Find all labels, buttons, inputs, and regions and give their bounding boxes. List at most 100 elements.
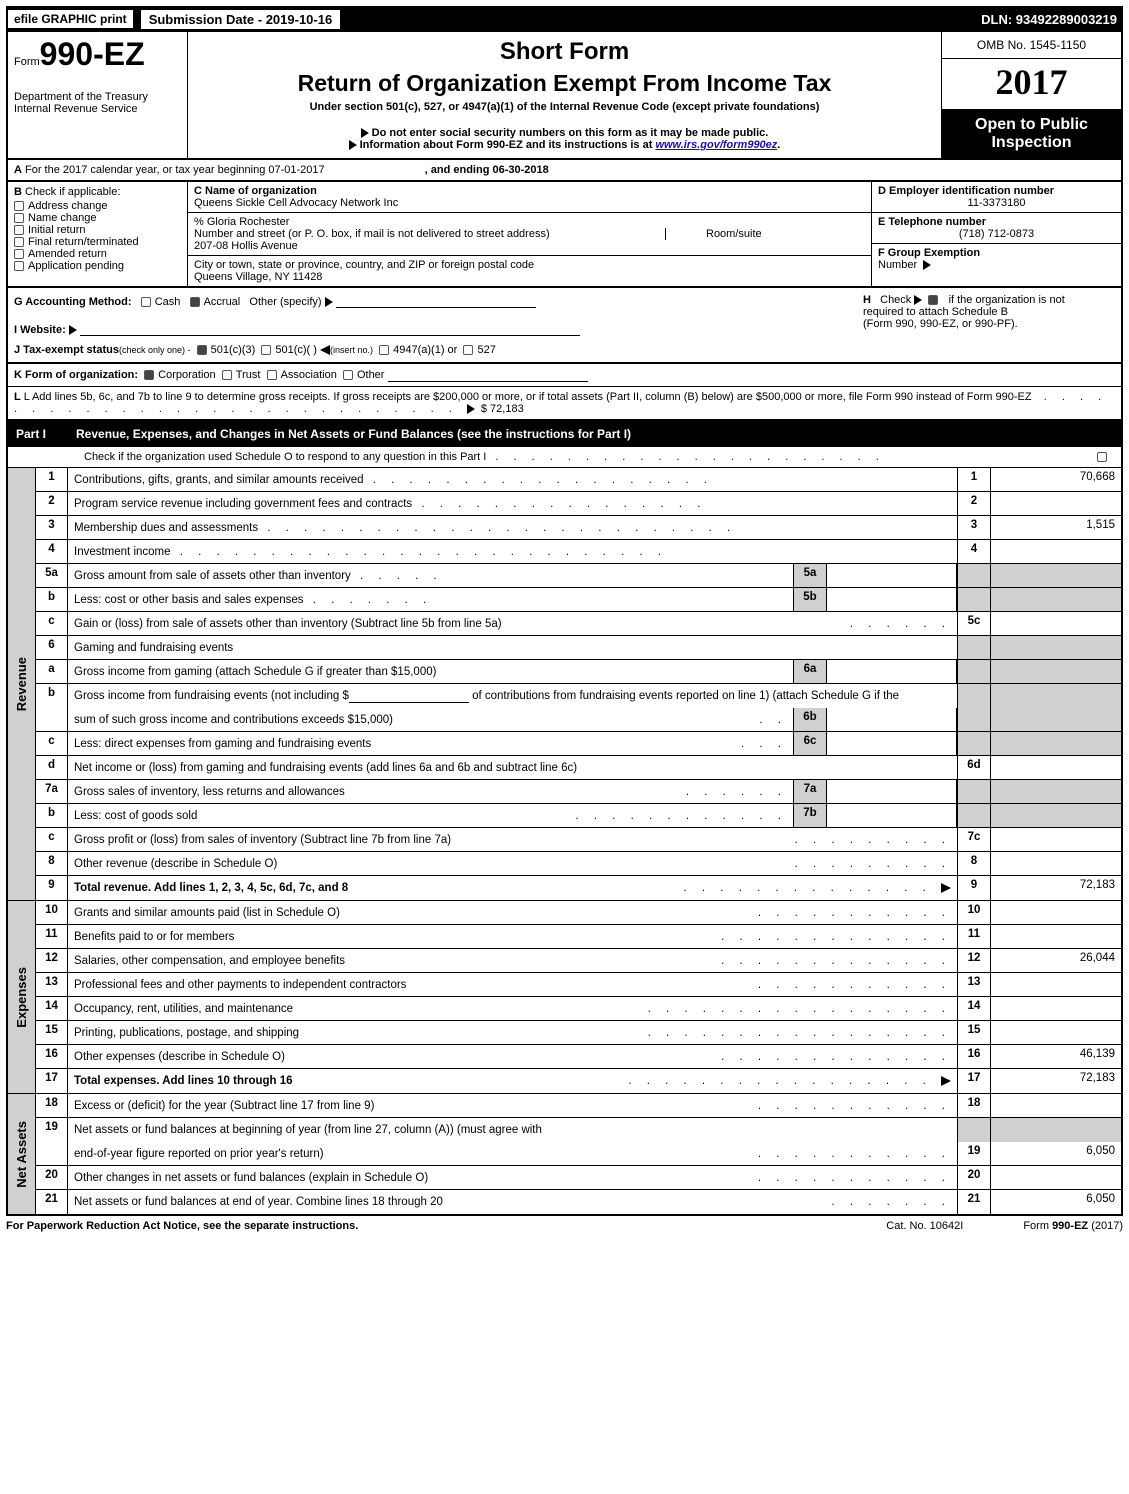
val-col [991, 612, 1121, 635]
checkbox-icon[interactable] [14, 237, 24, 247]
form-ref-post: (2017) [1088, 1220, 1123, 1232]
val-col: 6,050 [991, 1190, 1121, 1214]
num-col: 4 [957, 540, 991, 563]
checkbox-filled-icon[interactable] [190, 297, 200, 307]
checkbox-icon[interactable] [14, 213, 24, 223]
val-col [991, 492, 1121, 515]
open-to-public-2: Inspection [946, 134, 1117, 152]
num-col: 1 [957, 468, 991, 491]
val-col: 72,183 [991, 1069, 1121, 1093]
checkbox-filled-icon[interactable] [928, 295, 938, 305]
checkbox-icon[interactable] [343, 370, 353, 380]
row-2: 2 Program service revenue including gove… [36, 492, 1121, 516]
opt-501c3: 501(c)(3) [211, 344, 256, 356]
irs-link[interactable]: www.irs.gov/form990ez [655, 139, 777, 151]
row-21: 21 Net assets or fund balances at end of… [36, 1190, 1121, 1214]
line-num: b [36, 804, 68, 827]
val-col-shaded [991, 684, 1121, 708]
line-j-label: J Tax-exempt status [14, 344, 119, 356]
checkbox-icon[interactable] [141, 297, 151, 307]
row-11: 11 Benefits paid to or for members. . . … [36, 925, 1121, 949]
line-l-amount: $ 72,183 [481, 403, 524, 415]
ein-value: 11-3373180 [878, 197, 1115, 209]
checkbox-icon[interactable] [222, 370, 232, 380]
checkbox-filled-icon[interactable] [144, 370, 154, 380]
form-ref-bold: 990-EZ [1052, 1220, 1088, 1232]
opt-527: 527 [477, 344, 495, 356]
row-desc: Occupancy, rent, utilities, and maintena… [74, 1003, 293, 1015]
subtitle: Under section 501(c), 527, or 4947(a)(1)… [194, 101, 935, 113]
inner-num: 6b [793, 708, 827, 731]
num-col: 7c [957, 828, 991, 851]
section-gh: G Accounting Method: Cash Accrual Other … [6, 288, 1123, 364]
other-specify-field[interactable] [336, 294, 536, 308]
part-i-check-text: Check if the organization used Schedule … [84, 451, 486, 463]
checkbox-icon[interactable] [267, 370, 277, 380]
val-col [991, 997, 1121, 1020]
opt-trust: Trust [236, 369, 261, 381]
num-col-shaded [957, 636, 991, 659]
row-desc: Net assets or fund balances at beginning… [74, 1124, 542, 1136]
val-col: 72,183 [991, 876, 1121, 900]
arrow-icon [69, 325, 77, 335]
row-desc: Gain or (loss) from sale of assets other… [74, 618, 502, 630]
line-num: 5a [36, 564, 68, 587]
line-num: d [36, 756, 68, 779]
checkbox-icon[interactable] [14, 249, 24, 259]
opt-501c: 501(c)( ) [275, 344, 317, 356]
phone-value: (718) 712-0873 [878, 228, 1115, 240]
expenses-side-label: Expenses [8, 901, 36, 1093]
org-name: Queens Sickle Cell Advocacy Network Inc [194, 197, 865, 209]
efile-print-button[interactable]: efile GRAPHIC print [6, 8, 135, 30]
inner-val [827, 708, 957, 731]
num-col: 13 [957, 973, 991, 996]
num-col: 3 [957, 516, 991, 539]
row-6b-1: b Gross income from fundraising events (… [36, 684, 1121, 708]
row-desc: Program service revenue including govern… [74, 498, 412, 510]
page-footer: For Paperwork Reduction Act Notice, see … [6, 1216, 1123, 1244]
arrow-icon [349, 140, 357, 150]
inner-val [827, 780, 957, 803]
checkbox-icon[interactable] [14, 201, 24, 211]
checkbox-filled-icon[interactable] [197, 345, 207, 355]
num-col-shaded [957, 708, 991, 731]
val-col-shaded [991, 804, 1121, 827]
checkbox-icon[interactable] [14, 261, 24, 271]
row-desc: Gaming and fundraising events [74, 642, 233, 654]
line-num: 11 [36, 925, 68, 948]
opt-other-org: Other [357, 369, 385, 381]
website-field[interactable] [80, 322, 580, 336]
box-c-label: C Name of organization [194, 185, 317, 197]
fundraising-amount-field[interactable] [349, 689, 469, 703]
line-num [36, 708, 68, 731]
other-org-field[interactable] [388, 368, 588, 382]
checkbox-icon[interactable] [379, 345, 389, 355]
row-desc: Benefits paid to or for members [74, 931, 234, 943]
checkbox-icon[interactable] [14, 225, 24, 235]
topbar: efile GRAPHIC print Submission Date - 20… [6, 6, 1123, 32]
line-num: c [36, 732, 68, 755]
form-number: 990-EZ [40, 36, 145, 72]
row-3: 3 Membership dues and assessments . . . … [36, 516, 1121, 540]
row-desc: Less: cost or other basis and sales expe… [74, 594, 304, 606]
row-6b-2: sum of such gross income and contributio… [36, 708, 1121, 732]
street-label: Number and street (or P. O. box, if mail… [194, 228, 665, 240]
row-1: 1 Contributions, gifts, grants, and simi… [36, 468, 1121, 492]
submission-date-button[interactable]: Submission Date - 2019-10-16 [139, 8, 343, 31]
inner-val [827, 660, 957, 683]
checkbox-icon[interactable] [261, 345, 271, 355]
tax-year: 2017 [942, 59, 1121, 110]
dept-treasury: Department of the Treasury [14, 91, 181, 103]
arrow-icon [467, 404, 475, 414]
box-d-label: D Employer identification number [878, 185, 1054, 197]
checkbox-icon[interactable] [463, 345, 473, 355]
num-col: 2 [957, 492, 991, 515]
inner-num: 7b [793, 804, 827, 827]
checkbox-icon[interactable] [1097, 452, 1107, 462]
row-14: 14 Occupancy, rent, utilities, and maint… [36, 997, 1121, 1021]
row-19-1: 19 Net assets or fund balances at beginn… [36, 1118, 1121, 1142]
row-12: 12 Salaries, other compensation, and emp… [36, 949, 1121, 973]
row-20: 20 Other changes in net assets or fund b… [36, 1166, 1121, 1190]
arrow-icon [361, 128, 369, 138]
val-col-shaded [991, 588, 1121, 611]
